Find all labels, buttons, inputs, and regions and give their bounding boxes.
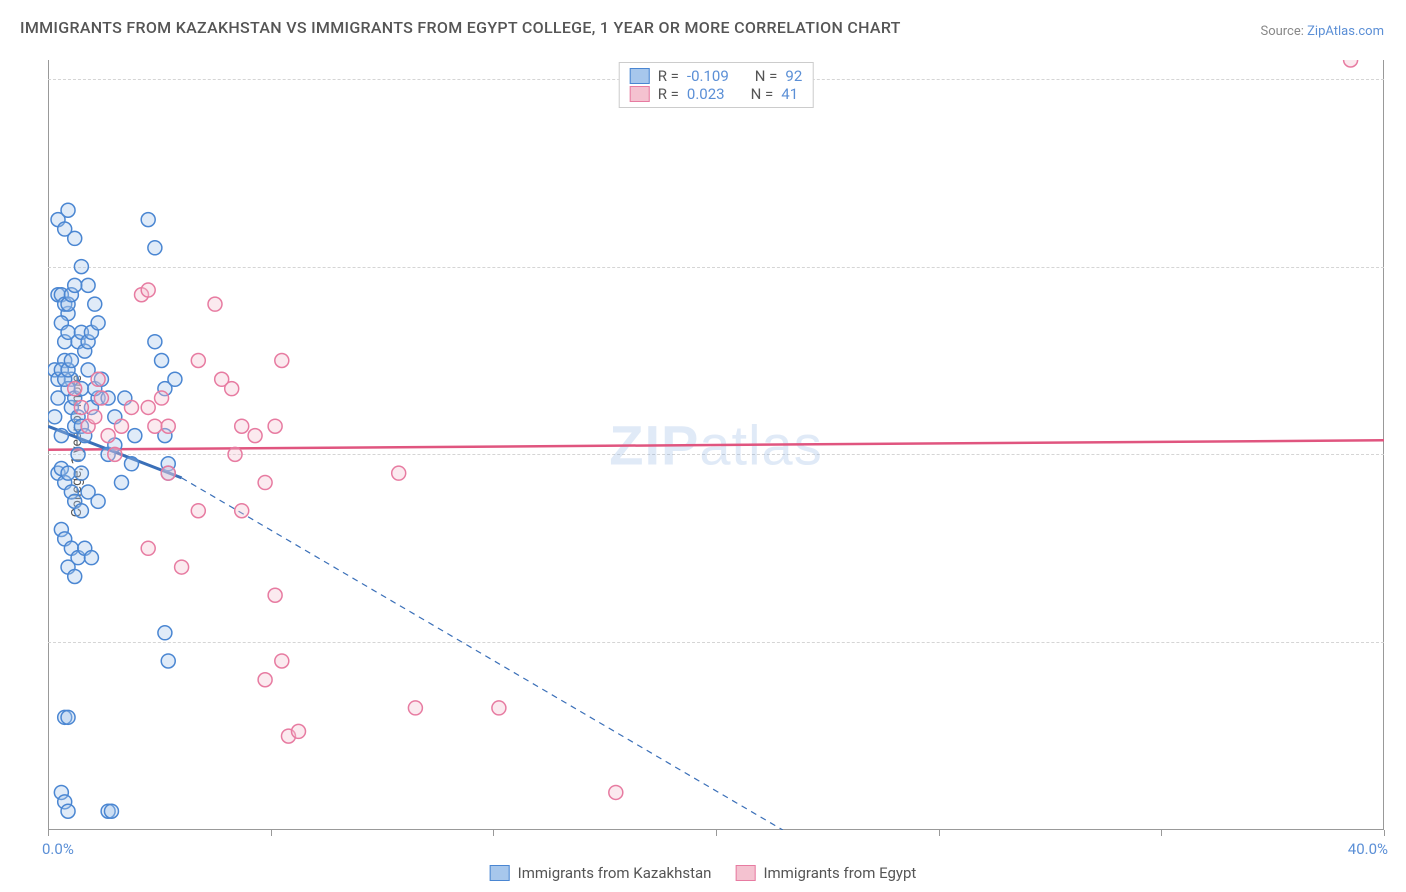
y-tick-label: 60.0% [1392, 445, 1406, 463]
legend-item-1: Immigrants from Egypt [735, 864, 916, 882]
stat-r-value-1: 0.023 [687, 85, 725, 103]
x-origin-label: 0.0% [42, 840, 74, 858]
legend-stats-row-1: R = 0.023 N = 41 [630, 85, 803, 103]
stat-r-value-0: -0.109 [687, 67, 729, 85]
source-link[interactable]: ZipAtlas.com [1307, 24, 1384, 39]
stat-n-value-0: 92 [785, 67, 802, 85]
y-tick-label: 80.0% [1392, 258, 1406, 276]
legend-label-0: Immigrants from Kazakhstan [518, 864, 712, 882]
source-prefix: Source: [1260, 24, 1307, 39]
stat-n-label-0: N = [755, 67, 778, 85]
legend-stats: R = -0.109 N = 92 R = 0.023 N = 41 [619, 62, 814, 108]
scatter-svg [48, 60, 1384, 830]
legend-item-0: Immigrants from Kazakhstan [490, 864, 712, 882]
stat-n-value-1: 41 [781, 85, 798, 103]
legend-series: Immigrants from Kazakhstan Immigrants fr… [490, 864, 917, 882]
y-tick-label: 40.0% [1392, 633, 1406, 651]
stat-r-label-1: R = [658, 85, 679, 103]
legend-stats-row-0: R = -0.109 N = 92 [630, 67, 803, 85]
swatch-series-1 [630, 86, 650, 102]
chart-container: IMMIGRANTS FROM KAZAKHSTAN VS IMMIGRANTS… [0, 0, 1406, 892]
x-max-label: 40.0% [1348, 840, 1388, 858]
stat-n-label-1: N = [751, 85, 774, 103]
legend-label-1: Immigrants from Egypt [763, 864, 916, 882]
source-attribution: Source: ZipAtlas.com [1260, 24, 1384, 39]
chart-title: IMMIGRANTS FROM KAZAKHSTAN VS IMMIGRANTS… [20, 18, 901, 37]
legend-swatch-0 [490, 865, 510, 881]
legend-swatch-1 [735, 865, 755, 881]
stat-r-label-0: R = [658, 67, 679, 85]
plot-area: R = -0.109 N = 92 R = 0.023 N = 41 ZIPat… [48, 60, 1384, 830]
swatch-series-0 [630, 68, 650, 84]
y-tick-label: 100.0% [1392, 70, 1406, 88]
